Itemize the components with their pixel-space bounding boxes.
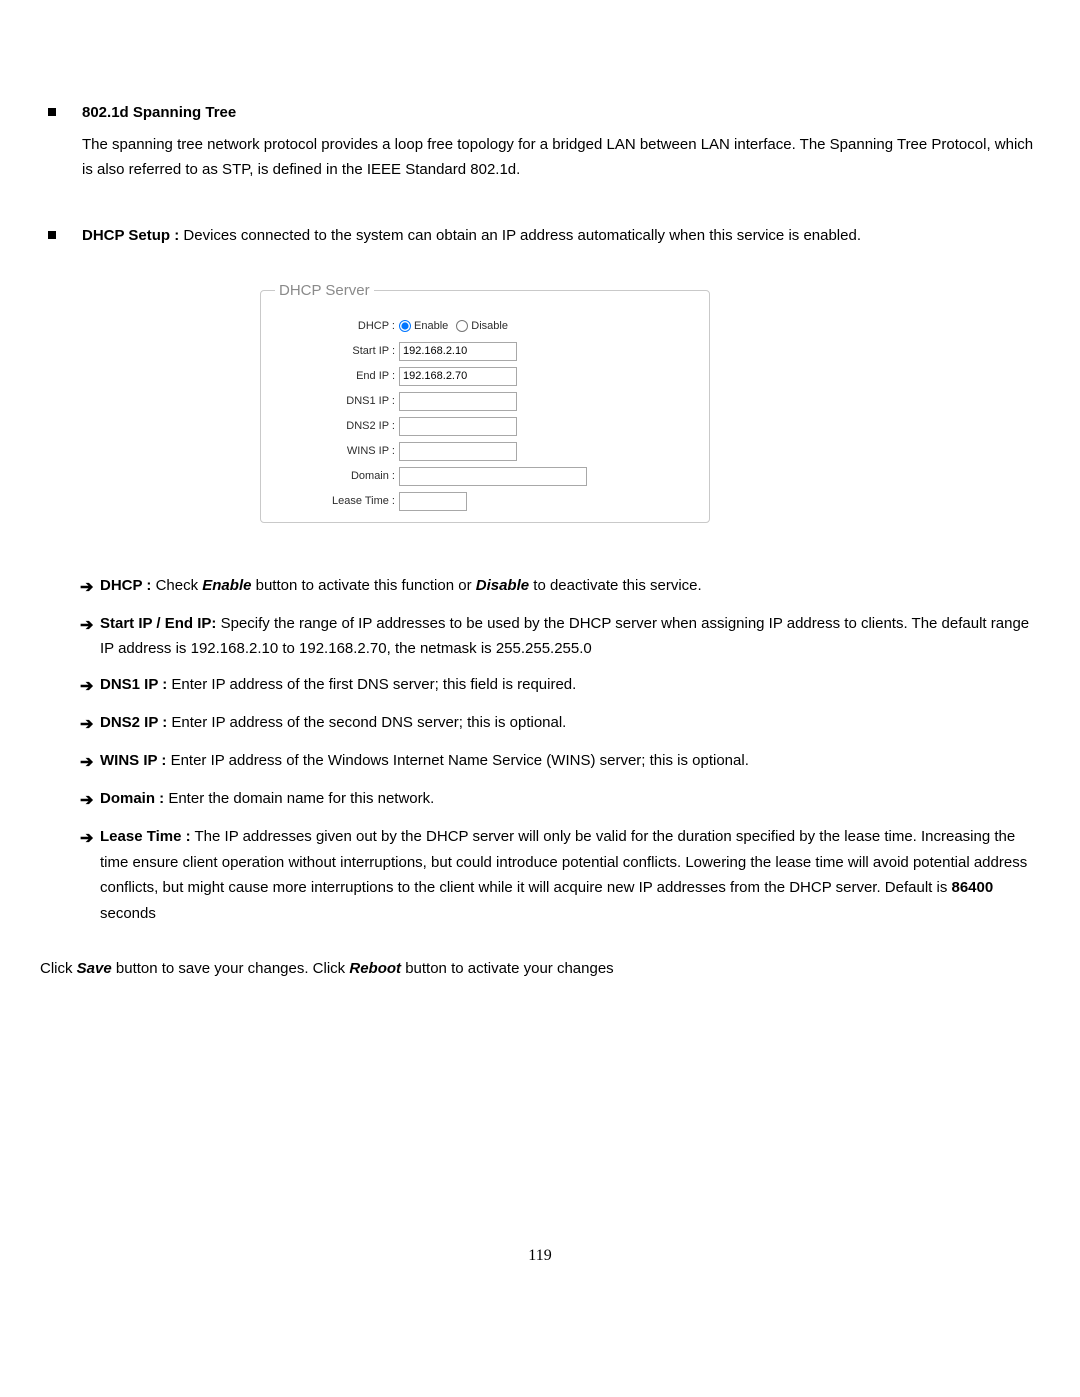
label-dns2: DNS2 IP : [275, 417, 399, 436]
bullet-dhcp-pre: Check [151, 577, 202, 594]
bullet-domain-label: Domain : [100, 790, 164, 807]
bullet-dhcp-enable: Enable [202, 577, 251, 594]
spanning-tree-desc: The spanning tree network protocol provi… [82, 132, 1040, 183]
square-bullet-icon [48, 231, 56, 239]
label-dhcp: DHCP : [275, 317, 399, 336]
arrow-right-icon: ➔ [80, 825, 100, 926]
list-item: ➔ DNS1 IP : Enter IP address of the firs… [40, 672, 1040, 700]
label-dns1: DNS1 IP : [275, 392, 399, 411]
bullet-dhcp-label: DHCP : [100, 577, 151, 594]
arrow-right-icon: ➔ [80, 749, 100, 776]
radio-enable-text: Enable [414, 317, 448, 336]
closing-reboot: Reboot [349, 960, 401, 977]
page-number: 119 [40, 1242, 1040, 1269]
input-dns1[interactable] [399, 392, 517, 411]
radio-enable-label[interactable]: Enable [399, 317, 448, 336]
bullet-dns1-label: DNS1 IP : [100, 676, 167, 693]
bullet-startend-label: Start IP / End IP: [100, 615, 216, 632]
list-item: ➔ WINS IP : Enter IP address of the Wind… [40, 748, 1040, 776]
label-lease: Lease Time : [275, 492, 399, 511]
dhcp-setup-desc: Devices connected to the system can obta… [179, 227, 861, 244]
input-dns2[interactable] [399, 417, 517, 436]
bullet-dns2-label: DNS2 IP : [100, 714, 167, 731]
input-domain[interactable] [399, 467, 587, 486]
label-end-ip: End IP : [275, 367, 399, 386]
bullet-lease-tail: seconds [100, 905, 156, 922]
input-wins[interactable] [399, 442, 517, 461]
bullet-dhcp-tail: to deactivate this service. [529, 577, 702, 594]
closing-tail: button to activate your changes [401, 960, 614, 977]
dhcp-options-list: ➔ DHCP : Check Enable button to activate… [40, 573, 1040, 927]
closing-pre: Click [40, 960, 77, 977]
list-item: ➔ DHCP : Check Enable button to activate… [40, 573, 1040, 601]
arrow-right-icon: ➔ [80, 612, 100, 662]
list-item: ➔ Domain : Enter the domain name for thi… [40, 786, 1040, 814]
bullet-lease-pre: The IP addresses given out by the DHCP s… [100, 828, 1027, 896]
arrow-right-icon: ➔ [80, 673, 100, 700]
dhcp-server-legend: DHCP Server [275, 278, 374, 304]
radio-enable[interactable] [399, 320, 411, 332]
bullet-wins-text: Enter IP address of the Windows Internet… [166, 752, 748, 769]
input-start-ip[interactable] [399, 342, 517, 361]
dhcp-server-fieldset: DHCP Server DHCP : Enable Disable Start … [260, 278, 710, 523]
bullet-dns2-text: Enter IP address of the second DNS serve… [167, 714, 566, 731]
radio-disable-text: Disable [471, 317, 508, 336]
input-end-ip[interactable] [399, 367, 517, 386]
radio-disable[interactable] [456, 320, 468, 332]
label-domain: Domain : [275, 467, 399, 486]
bullet-dns1-text: Enter IP address of the first DNS server… [167, 676, 576, 693]
list-item: ➔ DNS2 IP : Enter IP address of the seco… [40, 710, 1040, 738]
label-start-ip: Start IP : [275, 342, 399, 361]
radio-disable-label[interactable]: Disable [456, 317, 508, 336]
closing-mid: button to save your changes. Click [112, 960, 350, 977]
dhcp-setup-title: DHCP Setup : [82, 227, 179, 244]
arrow-right-icon: ➔ [80, 574, 100, 601]
closing-save: Save [77, 960, 112, 977]
list-item: ➔ Start IP / End IP: Specify the range o… [40, 611, 1040, 662]
bullet-lease-label: Lease Time : [100, 828, 191, 845]
square-bullet-icon [48, 108, 56, 116]
section-spanning-tree: 802.1d Spanning Tree The spanning tree n… [40, 100, 1040, 183]
bullet-startend-text: Specify the range of IP addresses to be … [100, 615, 1029, 658]
bullet-dhcp-disable: Disable [476, 577, 529, 594]
arrow-right-icon: ➔ [80, 711, 100, 738]
section-dhcp-setup: DHCP Setup : Devices connected to the sy… [40, 223, 1040, 249]
bullet-lease-strong: 86400 [951, 879, 993, 896]
bullet-wins-label: WINS IP : [100, 752, 166, 769]
bullet-dhcp-mid: button to activate this function or [251, 577, 475, 594]
input-lease[interactable] [399, 492, 467, 511]
list-item: ➔ Lease Time : The IP addresses given ou… [40, 824, 1040, 926]
closing-line: Click Save button to save your changes. … [40, 956, 1040, 982]
spanning-tree-title: 802.1d Spanning Tree [82, 100, 1040, 126]
arrow-right-icon: ➔ [80, 787, 100, 814]
label-wins: WINS IP : [275, 442, 399, 461]
bullet-domain-text: Enter the domain name for this network. [164, 790, 434, 807]
